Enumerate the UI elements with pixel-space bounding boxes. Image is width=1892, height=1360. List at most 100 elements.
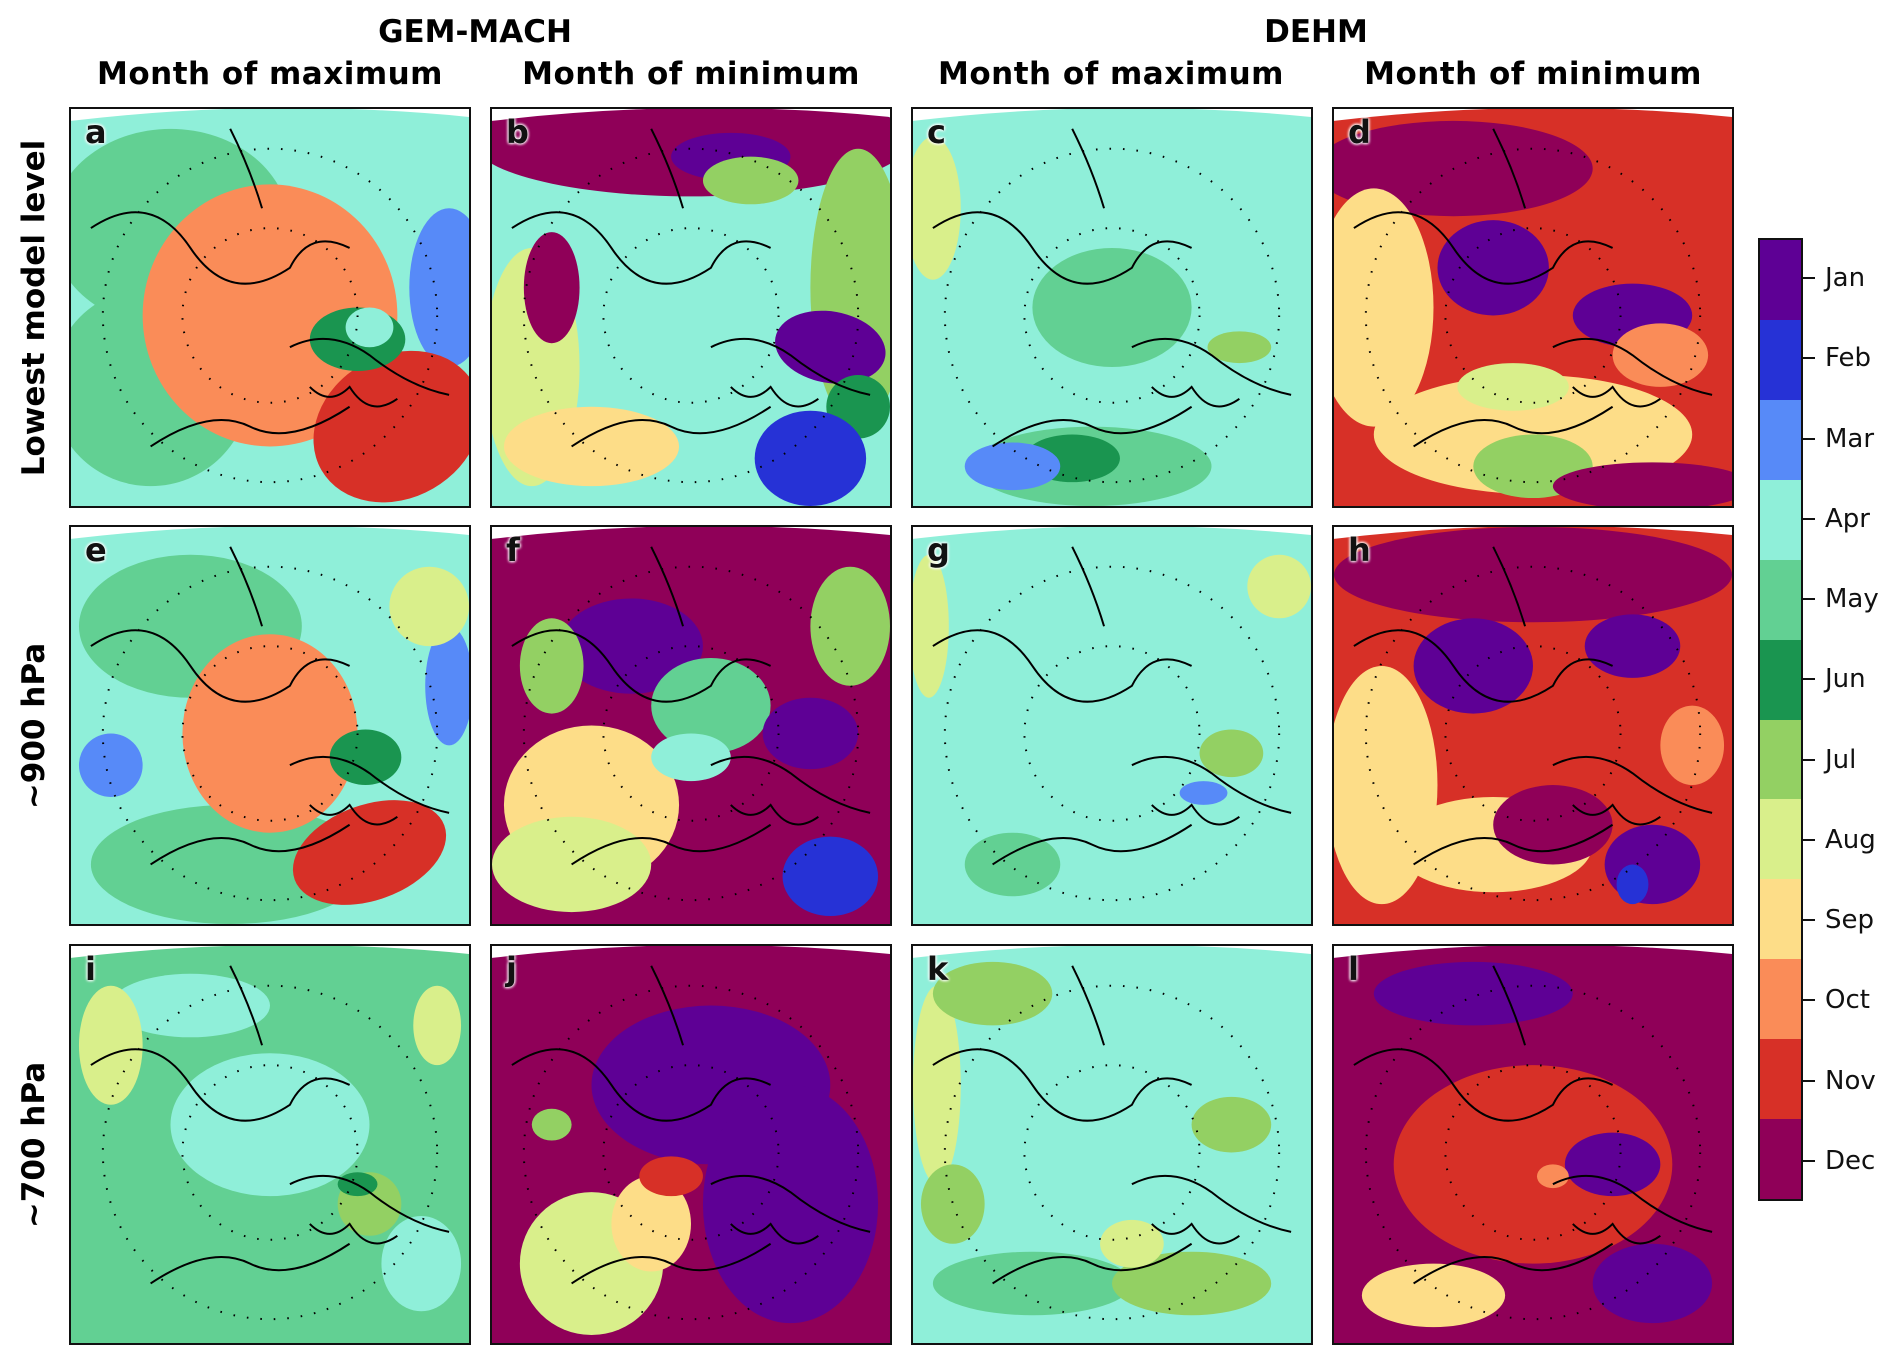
month-region-jul: [1207, 331, 1272, 364]
coastline: [309, 803, 398, 826]
coastline: [992, 823, 1193, 866]
column-title: Month of maximum: [97, 56, 443, 92]
colorbar-tick: [1803, 999, 1815, 1002]
coastline: [229, 128, 263, 209]
colorbar: [1758, 238, 1803, 1201]
coastline: [710, 755, 871, 814]
month-region-dec: [1334, 120, 1593, 217]
map-panel-a: a: [69, 107, 471, 508]
map-edge: [492, 946, 890, 958]
month-region-jul: [1191, 1096, 1272, 1153]
month-region-jul: [920, 1164, 985, 1244]
map-edge: [1334, 527, 1732, 539]
latitude-circle: [181, 227, 359, 404]
map-panel-b: b: [490, 107, 892, 508]
month-region-apr: [381, 1215, 462, 1312]
month-region-sep: [503, 406, 680, 487]
coastline: [150, 823, 351, 866]
month-region-jan: [762, 697, 859, 770]
coastline: [1413, 823, 1614, 866]
month-region-oct: [1660, 705, 1725, 786]
map-panel-k: k: [911, 944, 1313, 1345]
month-region-dec: [523, 232, 580, 344]
coastline: [710, 1174, 871, 1233]
coastline: [1151, 1222, 1240, 1245]
month-region-sep: [1361, 1263, 1506, 1328]
month-region-feb: [1616, 864, 1649, 905]
colorbar-label: Jun: [1825, 664, 1866, 695]
coastline: [992, 1242, 1193, 1285]
month-region-apr: [345, 307, 394, 348]
coastline: [571, 823, 772, 866]
coastline: [90, 629, 351, 703]
month-region-aug: [1247, 554, 1311, 619]
month-region-jan: [1413, 618, 1533, 714]
colorbar-segment-aug: [1760, 799, 1801, 880]
month-region-jan: [1564, 1132, 1661, 1197]
coastline: [1353, 211, 1614, 285]
map-panel-l: l: [1332, 944, 1734, 1345]
coastline: [1151, 385, 1240, 408]
panel-letter: c: [927, 113, 946, 151]
colorbar-segment-may: [1760, 559, 1801, 640]
month-region-mar: [964, 442, 1061, 491]
coastline: [650, 128, 684, 209]
latitude-circle: [1444, 227, 1622, 404]
coastline: [289, 337, 450, 396]
coastline: [932, 211, 1193, 285]
panel-letter: b: [506, 113, 529, 151]
latitude-circle: [1444, 645, 1622, 822]
month-region-aug: [413, 985, 462, 1066]
row-title: ~900 hPa: [16, 642, 52, 810]
month-region-oct: [142, 184, 398, 447]
colorbar-segment-feb: [1760, 319, 1801, 400]
latitude-circle: [522, 147, 860, 484]
model-title-dehm: DEHM: [1264, 14, 1368, 50]
month-region-oct: [1536, 1164, 1569, 1189]
map-panel-c: c: [911, 107, 1313, 508]
latitude-circle: [602, 227, 780, 404]
coastline: [90, 1048, 351, 1122]
coastline: [511, 211, 772, 285]
panel-letter: g: [927, 531, 950, 569]
month-region-aug: [913, 136, 961, 280]
row-title: Lowest model level: [16, 139, 52, 477]
coastline: [1552, 1174, 1713, 1233]
month-region-jan: [1592, 1243, 1713, 1324]
month-region-nov: [1393, 1065, 1673, 1264]
month-region-jan: [702, 1084, 879, 1324]
coastline: [1572, 1222, 1661, 1245]
colorbar-label: Sep: [1825, 905, 1875, 936]
coastline: [571, 1242, 772, 1285]
panel-letter: k: [927, 950, 949, 988]
coastline: [730, 1222, 819, 1245]
model-title-gem-mach: GEM-MACH: [378, 14, 572, 50]
month-region-nov: [292, 800, 447, 905]
coastline: [511, 629, 772, 703]
colorbar-tick: [1803, 758, 1815, 761]
map-panel-e: e: [69, 525, 471, 926]
latitude-circle: [1023, 227, 1201, 404]
coastline: [1353, 1048, 1614, 1122]
row-title: ~700 hPa: [16, 1061, 52, 1229]
coastline: [229, 546, 263, 627]
map-edge: [71, 109, 469, 121]
month-region-jul: [1112, 1251, 1272, 1316]
colorbar-label: May: [1825, 584, 1879, 615]
month-region-mar: [409, 208, 469, 368]
month-region-jan: [1437, 220, 1549, 316]
column-title: Month of maximum: [938, 56, 1284, 92]
month-region-jul: [932, 961, 1053, 1026]
coastline: [1492, 965, 1526, 1046]
map-edge: [1334, 109, 1732, 121]
latitude-circle: [1023, 645, 1201, 822]
coastline: [1572, 385, 1661, 408]
coastline: [730, 385, 819, 408]
month-region-dec: [1493, 785, 1613, 865]
month-region-jan: [559, 598, 703, 694]
coastline: [1071, 546, 1105, 627]
colorbar-label: Jul: [1825, 744, 1857, 775]
coastline: [992, 405, 1193, 448]
coastline: [1131, 337, 1292, 396]
coastline: [1413, 1242, 1614, 1285]
